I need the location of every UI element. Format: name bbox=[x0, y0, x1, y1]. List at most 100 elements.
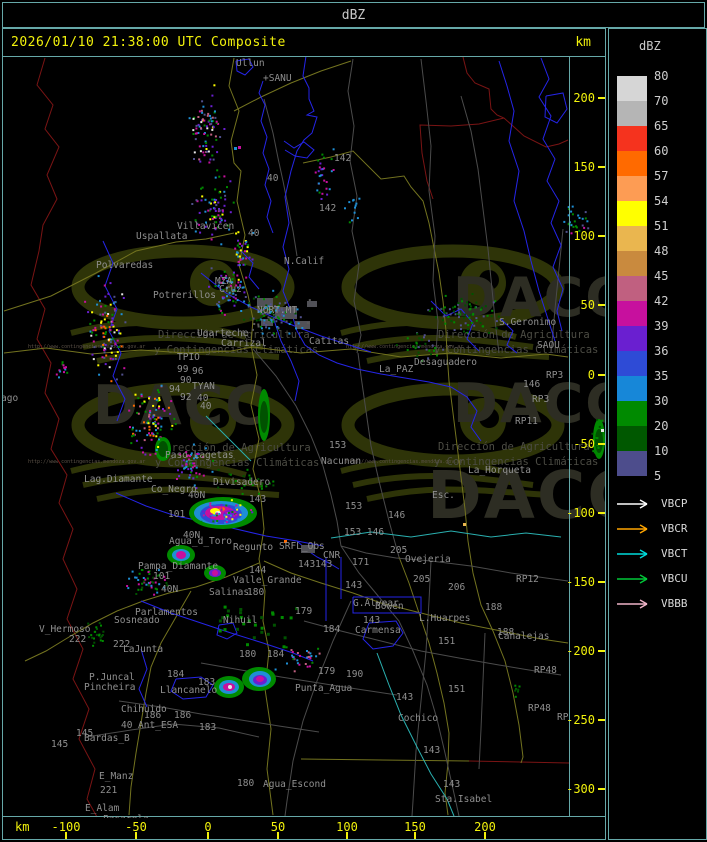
vector-legend-row: VBCU bbox=[615, 572, 701, 586]
echo-pixel bbox=[191, 203, 194, 205]
clutter-patch bbox=[301, 545, 315, 553]
echo-pixel bbox=[90, 634, 93, 637]
watermark-url: http://www.contingencias.mendoza.gov.ar bbox=[28, 459, 145, 465]
bottom-axis-tick bbox=[207, 832, 209, 839]
map-place-label: Ullun bbox=[236, 58, 265, 69]
echo-pixel bbox=[237, 518, 240, 521]
echo-pixel bbox=[202, 145, 205, 148]
echo-pixel bbox=[239, 280, 242, 283]
echo-pixel bbox=[150, 584, 153, 587]
echo-pixel bbox=[490, 315, 493, 318]
echo-pixel bbox=[100, 345, 103, 348]
echo-pixel bbox=[492, 301, 495, 304]
echo-pixel bbox=[280, 616, 284, 619]
map-place-label: Divisadero bbox=[213, 477, 270, 488]
echo-pixel bbox=[433, 349, 435, 352]
echo-pixel bbox=[201, 186, 204, 189]
road bbox=[228, 57, 274, 816]
map-place-label: TPIO bbox=[177, 352, 200, 363]
echo-pixel bbox=[157, 422, 160, 425]
echo-pixel bbox=[273, 305, 276, 308]
echo-pixel bbox=[232, 289, 235, 292]
map-place-label: 183 bbox=[199, 722, 216, 733]
echo-pixel bbox=[155, 418, 158, 421]
clutter-patch bbox=[257, 298, 273, 307]
map-place-label: 92 bbox=[180, 392, 191, 403]
echo-pixel bbox=[267, 316, 270, 319]
echo-pixel bbox=[113, 295, 116, 298]
echo-pixel bbox=[330, 158, 333, 161]
echo-pixel bbox=[211, 116, 214, 119]
echo-pixel bbox=[159, 416, 161, 419]
map-place-label: Bowen bbox=[375, 601, 404, 612]
echo-pixel bbox=[228, 517, 231, 520]
echo-pixel bbox=[205, 221, 207, 224]
echo-pixel bbox=[217, 122, 220, 125]
echo-pixel bbox=[202, 151, 205, 154]
echo-pixel bbox=[87, 311, 90, 314]
legend-color-box bbox=[617, 201, 647, 226]
echo-pixel bbox=[601, 429, 604, 432]
echo-pixel bbox=[89, 330, 92, 333]
echo-pixel bbox=[233, 514, 236, 517]
province-boundary bbox=[468, 760, 570, 764]
echo-pixel bbox=[317, 170, 320, 173]
echo-pixel bbox=[192, 443, 195, 446]
echo-pixel bbox=[212, 120, 215, 123]
legend-threshold-label: 36 bbox=[654, 344, 669, 358]
echo-pixel bbox=[214, 116, 217, 119]
legend-color-box bbox=[617, 176, 647, 201]
echo-pixel bbox=[222, 288, 225, 291]
echo-pixel bbox=[153, 421, 156, 424]
map-place-label: Lag.Diamante bbox=[84, 474, 153, 485]
echo-pixel bbox=[112, 337, 115, 340]
echo-pixel bbox=[109, 338, 112, 341]
echo-pixel bbox=[563, 220, 566, 223]
echo-pixel bbox=[63, 367, 66, 369]
echo-pixel bbox=[214, 285, 217, 288]
echo-pixel bbox=[165, 582, 168, 584]
echo-pixel bbox=[195, 454, 198, 457]
echo-pixel bbox=[584, 211, 587, 214]
echo-pixel bbox=[209, 114, 211, 117]
echo-pixel bbox=[221, 210, 224, 213]
echo-pixel bbox=[217, 201, 220, 204]
echo-pixel bbox=[132, 432, 135, 435]
echo-pixel bbox=[295, 327, 297, 330]
echo-pixel bbox=[286, 662, 288, 665]
map-place-label: Chihuido bbox=[121, 704, 167, 715]
echo-pixel bbox=[318, 166, 321, 169]
echo-pixel bbox=[226, 186, 228, 189]
river bbox=[240, 250, 260, 290]
echo-pixel bbox=[281, 313, 283, 316]
echo-pixel bbox=[211, 233, 214, 236]
echo-pixel bbox=[479, 308, 482, 311]
echo-pixel bbox=[198, 473, 201, 476]
echo-pixel bbox=[277, 314, 280, 317]
map-place-label: Ant_ESA bbox=[138, 720, 178, 731]
map-place-label: Paso_Lagetas bbox=[165, 450, 234, 461]
echo-pixel bbox=[593, 451, 596, 454]
echo-pixel bbox=[179, 453, 182, 456]
map-place-label: 186 bbox=[174, 710, 191, 721]
echo-pixel bbox=[90, 334, 93, 337]
echo-pixel bbox=[306, 321, 309, 324]
echo-pixel bbox=[210, 267, 213, 270]
echo-pixel bbox=[215, 204, 218, 207]
echo-pixel bbox=[123, 367, 126, 370]
echo-pixel bbox=[205, 144, 208, 147]
echo-pixel bbox=[271, 320, 274, 323]
map-place-label: TYAN bbox=[192, 381, 215, 392]
echo-pixel bbox=[452, 310, 455, 313]
echo-pixel bbox=[216, 520, 219, 522]
echo-pixel bbox=[218, 305, 221, 308]
echo-pixel bbox=[103, 347, 106, 350]
echo-pixel bbox=[415, 342, 418, 345]
echo-pixel bbox=[263, 314, 266, 317]
echo-pixel bbox=[278, 309, 280, 312]
echo-pixel bbox=[436, 354, 438, 357]
echo-pixel bbox=[417, 351, 420, 354]
echo-pixel bbox=[209, 502, 212, 505]
echo-pixel bbox=[192, 133, 195, 135]
echo-pixel bbox=[101, 640, 104, 642]
